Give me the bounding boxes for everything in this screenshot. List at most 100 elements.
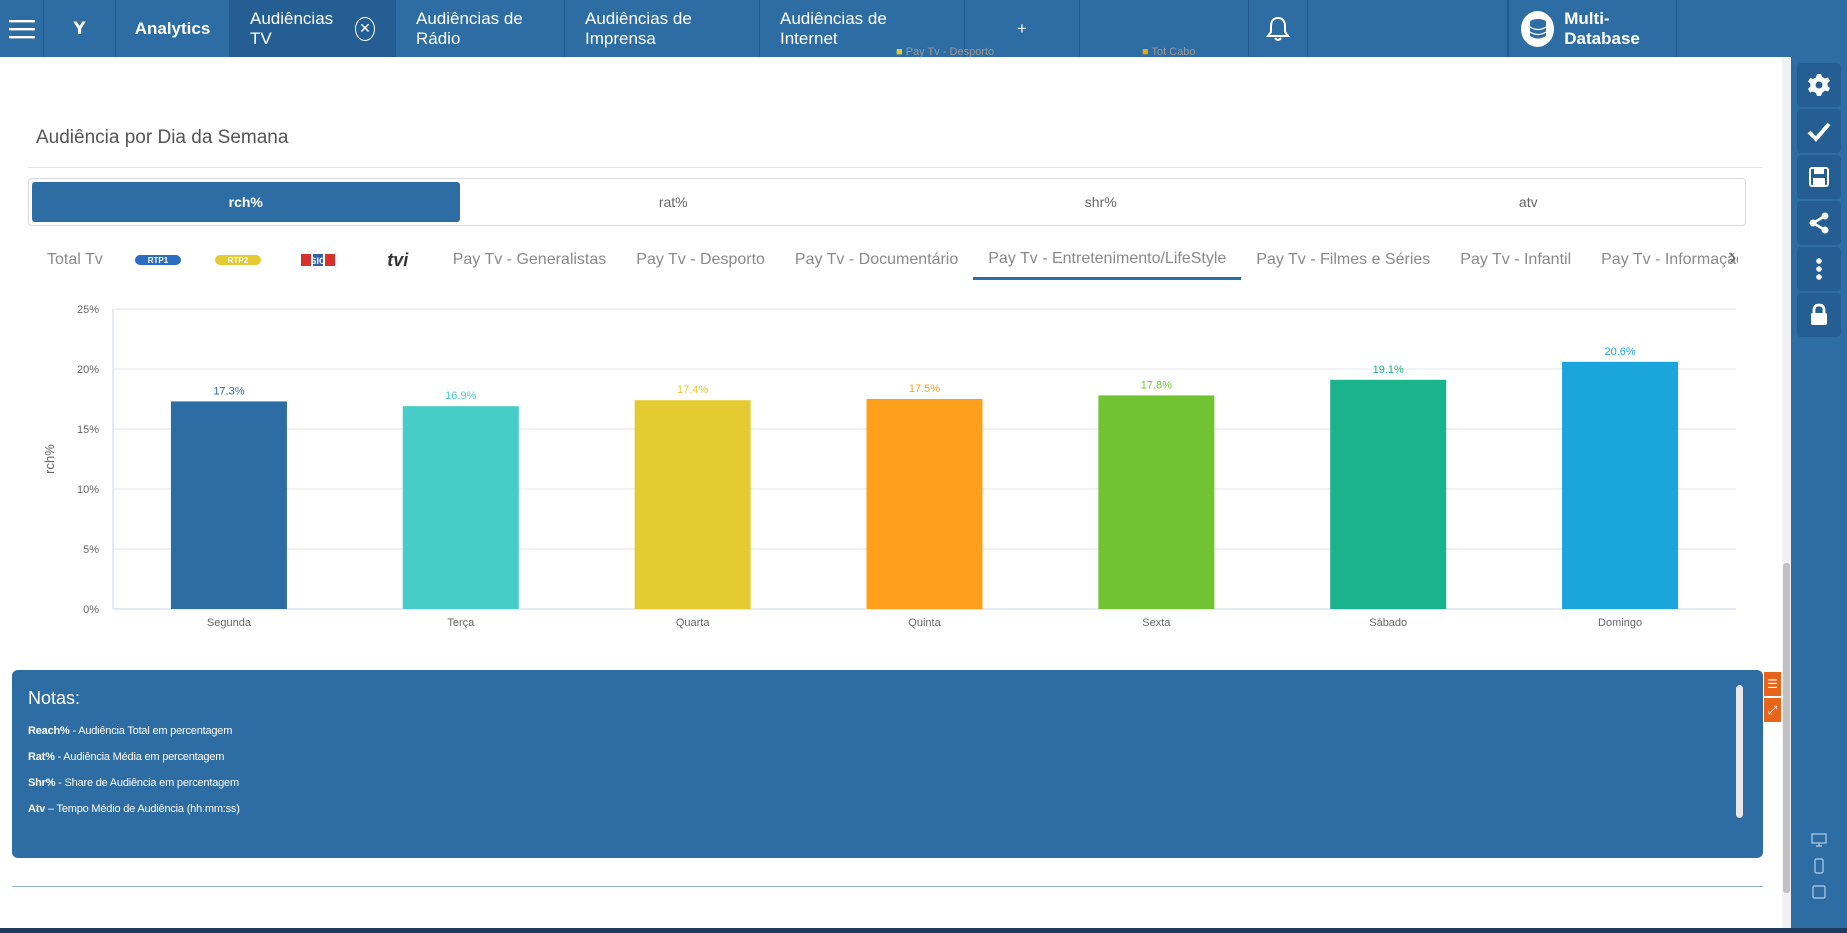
metric-option-atv[interactable]: atv xyxy=(1518,194,1538,210)
note-term: Rat% xyxy=(28,751,55,763)
y-tick-label: 15% xyxy=(77,424,99,436)
bar xyxy=(634,400,751,609)
device-preview-group xyxy=(1791,827,1847,905)
expand-icon[interactable]: ⤢ xyxy=(1764,698,1781,722)
bar xyxy=(170,401,287,609)
brand-logo[interactable]: Y xyxy=(44,0,116,57)
note-text: - Audiência Total em percentagem xyxy=(69,725,233,737)
y-axis-title: rch% xyxy=(42,444,57,474)
tab-sic[interactable]: SIC xyxy=(278,240,358,280)
tab-audiencias-tv[interactable]: Audiências TV ✕ xyxy=(230,0,396,57)
tab-pay-tv-infantil[interactable]: Pay Tv - Infantil xyxy=(1460,251,1572,268)
close-circle-icon[interactable]: ✕ xyxy=(355,16,375,41)
tab-pay-tv-generalistas[interactable]: Pay Tv - Generalistas xyxy=(452,251,607,268)
more-icon[interactable] xyxy=(1797,247,1841,291)
y-tick-label: 5% xyxy=(83,544,99,556)
tab-pay-tv-desporto[interactable]: Pay Tv - Desporto xyxy=(636,251,765,268)
note-text: - Audiência Média em percentagem xyxy=(54,751,225,763)
x-tick-label: Quarta xyxy=(676,617,711,629)
data-label: 17.3% xyxy=(213,385,244,397)
metric-option-rat[interactable]: rat% xyxy=(658,194,688,210)
plus-icon[interactable]: + xyxy=(964,0,1080,57)
tab-audiencias-internet[interactable]: Audiências de Internet xyxy=(760,0,942,57)
channel-tabs: Total Tv RTP1 RTP2 SIC tvi Pay Tv - Gene… xyxy=(32,240,1747,280)
section-title: Audiência por Dia da Semana xyxy=(36,127,289,148)
x-tick-label: Domingo xyxy=(1598,617,1642,629)
tab-pay-tv-entretenimento[interactable]: Pay Tv - Entretenimento/LifeStyle xyxy=(973,240,1242,280)
divider xyxy=(12,886,1763,887)
database-label: Multi-Database xyxy=(1564,8,1640,48)
tab-pay-tv-informacao[interactable]: Pay Tv - Informação xyxy=(1601,251,1739,268)
phone-icon[interactable] xyxy=(1791,853,1847,879)
note-text: - Share de Audiência em percentagem xyxy=(55,777,239,789)
divider xyxy=(28,167,1762,168)
lock-icon[interactable] xyxy=(1797,293,1841,337)
tab-tvi[interactable]: tvi xyxy=(358,240,438,280)
database-selector[interactable]: Multi-Database xyxy=(1508,0,1677,57)
data-label: 16.9% xyxy=(445,390,476,402)
rtp1-logo: RTP1 xyxy=(134,255,181,265)
list-icon[interactable]: ☰ xyxy=(1764,672,1781,696)
tab-label: Audiências de Internet xyxy=(780,8,887,48)
bar-chart: 0% 5% 10% 15% 20% 25% rch% 17.3% Segunda 16.9% Ter… xyxy=(36,295,1736,635)
tab-total-tv[interactable]: Total Tv xyxy=(47,251,103,268)
chart-svg: 0% 5% 10% 15% 20% 25% rch% 17.3% Segunda 16.9% Ter… xyxy=(42,304,1736,629)
metric-option-rch[interactable]: rch% xyxy=(32,182,460,222)
svg-text:RTP2: RTP2 xyxy=(228,256,249,265)
data-label: 17.5% xyxy=(909,383,940,395)
note-item: Shr% - Share de Audiência em percentagem xyxy=(28,777,1747,789)
tab-label: Audiências TV xyxy=(250,8,334,48)
bar xyxy=(402,406,519,609)
page-scrollbar-thumb[interactable] xyxy=(1783,563,1790,893)
tablet-icon[interactable] xyxy=(1791,879,1847,905)
tab-audiencias-imprensa[interactable]: Audiências de Imprensa xyxy=(565,0,760,57)
tab-pay-tv-documentario[interactable]: Pay Tv - Documentário xyxy=(794,251,959,268)
tab-rtp2[interactable]: RTP2 xyxy=(198,240,278,280)
note-term: Reach% xyxy=(28,725,70,737)
share-icon[interactable] xyxy=(1797,201,1841,245)
note-term: Atv xyxy=(28,803,46,815)
y-tick-label: 25% xyxy=(77,304,99,316)
x-tick-label: Sábado xyxy=(1369,617,1407,629)
note-text: – Tempo Médio de Audiência (hh:mm:ss) xyxy=(45,803,240,815)
rtp2-logo: RTP2 xyxy=(214,255,261,265)
svg-text:SIC: SIC xyxy=(310,256,326,266)
notes-scrollbar[interactable] xyxy=(1736,685,1743,818)
tab-pay-tv-filmes-series[interactable]: Pay Tv - Filmes e Séries xyxy=(1256,251,1431,268)
metric-option-shr[interactable]: shr% xyxy=(1084,194,1117,210)
tvi-logo: tvi xyxy=(387,249,409,270)
desktop-icon[interactable] xyxy=(1791,827,1847,853)
ghost-legend-text: Pay Tv - Desporto xyxy=(905,46,995,58)
x-tick-label: Terça xyxy=(447,617,475,629)
y-tick-label: 20% xyxy=(77,364,99,376)
top-navigation-bar: Y Analytics Audiências TV ✕ Audiências d… xyxy=(0,0,1847,57)
data-label: 17.4% xyxy=(677,384,708,396)
tab-audiencias-radio[interactable]: Audiências de Rádio xyxy=(396,0,565,57)
page-scrollbar-track[interactable] xyxy=(1782,57,1791,933)
tab-rtp1[interactable]: RTP1 xyxy=(118,240,198,280)
bottom-strip xyxy=(0,928,1847,933)
gear-icon[interactable] xyxy=(1797,63,1841,107)
save-icon[interactable] xyxy=(1797,155,1841,199)
chevron-right-icon[interactable]: › xyxy=(1729,244,1737,269)
bar xyxy=(1562,361,1679,609)
y-tick-label: 0% xyxy=(83,604,99,616)
hamburger-icon[interactable] xyxy=(0,0,44,57)
note-term: Shr% xyxy=(28,777,56,789)
check-icon[interactable] xyxy=(1797,109,1841,153)
data-label: 19.1% xyxy=(1373,364,1404,376)
metric-selector: rch% rat% shr% atv xyxy=(28,178,1746,226)
database-icon xyxy=(1521,10,1555,47)
bar xyxy=(1098,395,1215,609)
tab-label: Audiências de Rádio xyxy=(416,8,523,48)
tab-analytics[interactable]: Analytics xyxy=(116,0,230,57)
bar xyxy=(866,399,983,609)
data-label: 17.8% xyxy=(1141,379,1172,391)
bell-icon[interactable] xyxy=(1248,0,1308,57)
note-item: Reach% - Audiência Total em percentagem xyxy=(28,725,1747,737)
data-label: 20.6% xyxy=(1604,346,1635,358)
tab-label: Audiências de Imprensa xyxy=(585,8,692,48)
ghost-legend-item: ■ Pay Tv - Desporto xyxy=(896,46,995,58)
ghost-legend-item: ■ Tot Cabo xyxy=(1142,46,1196,58)
note-item: Atv – Tempo Médio de Audiência (hh:mm:ss… xyxy=(28,803,1747,815)
